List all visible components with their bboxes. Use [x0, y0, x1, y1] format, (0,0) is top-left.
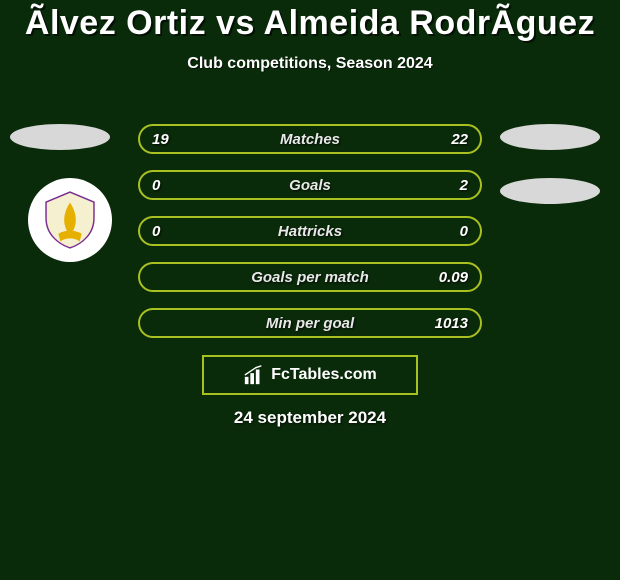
stat-left-value: 0	[152, 223, 160, 240]
brand-box: FcTables.com	[202, 355, 418, 395]
club-crest-icon	[39, 189, 101, 251]
player-placeholder-left	[10, 124, 110, 150]
comparison-card: Ãlvez Ortiz vs Almeida RodrÃ­guez Club c…	[0, 0, 620, 580]
page-title: Ãlvez Ortiz vs Almeida RodrÃ­guez	[0, 4, 620, 43]
stat-row: Goals per match 0.09	[138, 262, 482, 292]
stat-left-value: 0	[152, 177, 160, 194]
stat-label: Hattricks	[140, 223, 480, 240]
stat-left-value: 19	[152, 131, 169, 148]
stat-row: Min per goal 1013	[138, 308, 482, 338]
brand-text: FcTables.com	[271, 366, 377, 384]
stat-label: Goals	[140, 177, 480, 194]
stat-row: 0 Goals 2	[138, 170, 482, 200]
stat-right-value: 1013	[435, 315, 468, 332]
date-text: 24 september 2024	[0, 408, 620, 428]
stat-row: 0 Hattricks 0	[138, 216, 482, 246]
subtitle: Club competitions, Season 2024	[0, 55, 620, 73]
bar-chart-icon	[243, 364, 265, 386]
stat-row: 19 Matches 22	[138, 124, 482, 154]
stat-label: Min per goal	[140, 315, 480, 332]
stat-right-value: 0.09	[439, 269, 468, 286]
stat-right-value: 0	[460, 223, 468, 240]
stat-label: Matches	[140, 131, 480, 148]
stat-label: Goals per match	[140, 269, 480, 286]
stat-right-value: 22	[451, 131, 468, 148]
stat-right-value: 2	[460, 177, 468, 194]
player-placeholder-right-2	[500, 178, 600, 204]
stat-bars: 19 Matches 22 0 Goals 2 0 Hattricks 0 Go…	[138, 124, 482, 354]
player-placeholder-right-1	[500, 124, 600, 150]
club-badge	[28, 178, 112, 262]
